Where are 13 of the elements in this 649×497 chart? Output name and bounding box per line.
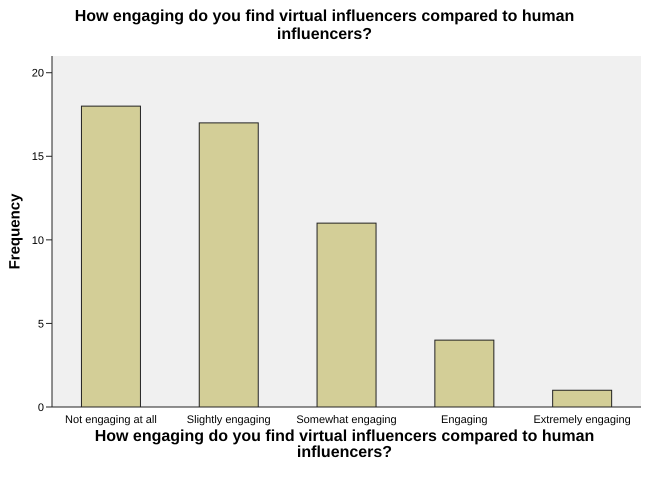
y-tick-label: 15 (32, 151, 44, 164)
x-tick-label: Somewhat engaging (296, 414, 397, 426)
y-axis-title: Frequency (6, 192, 24, 270)
x-tick-label: Slightly engaging (186, 414, 271, 426)
y-tick-label: 0 (38, 402, 44, 414)
y-tick-label: 5 (38, 318, 44, 330)
x-tick-label: Engaging (441, 414, 488, 426)
x-tick-label: Not engaging at all (65, 414, 157, 426)
x-axis-title: How engaging do you find virtual influencers compared to human influencers? (94, 428, 596, 461)
y-tick-label: 20 (32, 68, 44, 80)
x-tick-label: Extremely engaging (533, 414, 631, 426)
y-tick-label: 10 (32, 234, 44, 247)
chart-title: How engaging do you find virtual influencers compared to human influencers? (74, 8, 574, 44)
